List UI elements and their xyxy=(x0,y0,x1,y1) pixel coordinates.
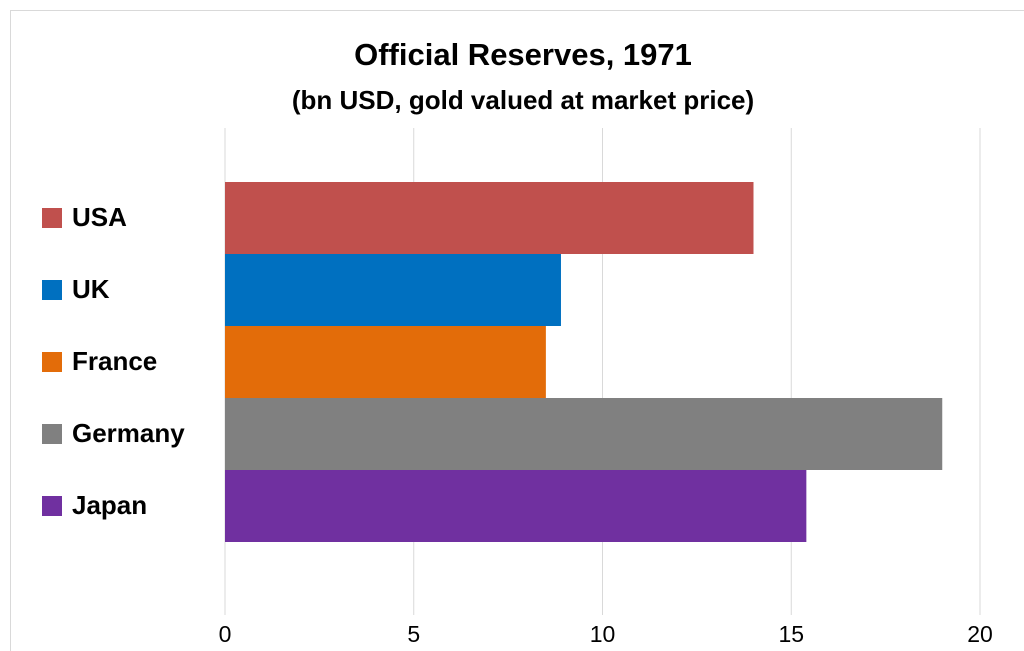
category-label: USA xyxy=(72,202,127,232)
legend-marker xyxy=(42,424,62,444)
bar xyxy=(225,398,943,470)
legend-marker xyxy=(42,352,62,372)
category-label: France xyxy=(72,346,157,376)
x-tick-label: 10 xyxy=(590,621,616,647)
chart-title: Official Reserves, 1971 xyxy=(354,37,692,72)
category-label: UK xyxy=(72,274,110,304)
bar xyxy=(225,182,754,254)
bar xyxy=(225,326,546,398)
chart-subtitle: (bn USD, gold valued at market price) xyxy=(292,85,754,115)
bar xyxy=(225,470,807,542)
legend-marker xyxy=(42,280,62,300)
bar xyxy=(225,254,561,326)
category-label: Japan xyxy=(72,490,147,520)
x-tick-label: 0 xyxy=(219,621,232,647)
legend-marker xyxy=(42,208,62,228)
legend-marker xyxy=(42,496,62,516)
x-tick-label: 5 xyxy=(407,621,420,647)
x-tick-label: 15 xyxy=(778,621,804,647)
category-label: Germany xyxy=(72,418,185,448)
x-tick-label: 20 xyxy=(967,621,993,647)
